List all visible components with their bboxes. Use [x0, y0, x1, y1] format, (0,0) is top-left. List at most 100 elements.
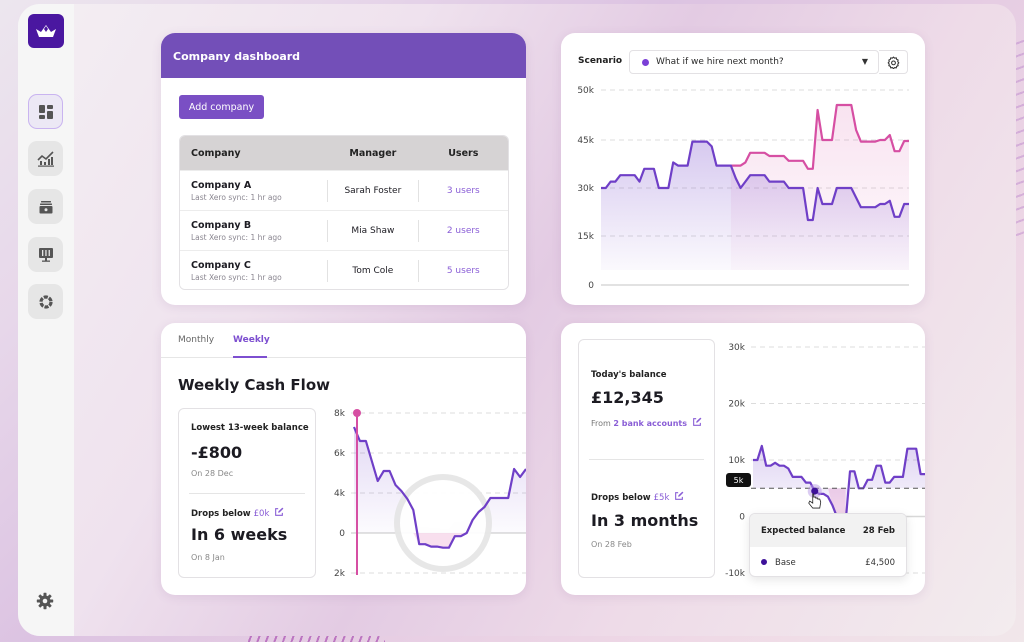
y-tick-label: 2k	[334, 569, 346, 579]
magnifier-lens	[394, 474, 492, 572]
y-tick-label: 20k	[728, 400, 745, 410]
company-name[interactable]: Company C	[191, 259, 251, 271]
y-tick-label: 45k	[577, 136, 594, 146]
bank-accounts-link[interactable]: 2 bank accounts	[613, 419, 688, 428]
manager-name: Sarah Foster	[327, 179, 419, 202]
table-row[interactable]: Company C Last Xero sync: 1 hr ago Tom C…	[180, 250, 508, 289]
today-marker-dot	[353, 409, 361, 417]
weekly-cash-flow-card: Monthly Weekly Weekly Cash Flow Lowest 1…	[161, 323, 526, 595]
sync-status: Last Xero sync: 1 hr ago	[191, 232, 282, 242]
manager-name: Mia Shaw	[327, 219, 419, 242]
tooltip-date: 28 Feb	[862, 525, 895, 536]
drops-below-date: On 8 Jan	[191, 553, 225, 562]
card-title: Company dashboard	[161, 33, 526, 78]
lowest-balance-label: Lowest 13-week balance	[191, 423, 309, 433]
sidebar-item-integrations[interactable]	[28, 284, 63, 319]
edit-icon[interactable]	[692, 417, 702, 427]
balance-stats-box: Today's balance £12,345 From 2 bank acco…	[578, 339, 715, 578]
y-tick-label: 0	[588, 281, 594, 291]
drops-below-text: Drops below	[191, 509, 251, 519]
users-link[interactable]: 3 users	[446, 185, 480, 196]
y-tick-label: 30k	[728, 343, 745, 353]
sidebar-item-monitor[interactable]	[28, 237, 63, 272]
chart-tooltip: Expected balance 28 Feb Base £4,500	[749, 513, 907, 577]
ring-icon	[38, 294, 53, 309]
threshold-link[interactable]: £0k	[253, 509, 270, 519]
balance-area	[753, 445, 925, 523]
y-tick-label: 4k	[334, 489, 346, 499]
company-name[interactable]: Company A	[191, 179, 252, 191]
base-area	[601, 141, 909, 270]
scenario-card: Scenario What if we hire next month? ▼ 5…	[561, 33, 925, 305]
scenario-series-line	[730, 103, 909, 170]
scenario-color-dot	[642, 58, 649, 66]
y-tick-label: 0	[339, 529, 345, 539]
monitor-icon	[38, 247, 53, 262]
gear-icon	[887, 55, 899, 69]
weekly-series-line	[352, 426, 526, 549]
background-decoration-bottom	[245, 632, 385, 642]
add-company-button[interactable]: Add company	[179, 95, 264, 119]
sync-status: Last Xero sync: 1 hr ago	[191, 192, 282, 202]
drops-below-value: In 3 months	[591, 511, 699, 530]
divider	[589, 459, 704, 460]
today-balance-label: Today's balance	[591, 370, 667, 380]
users-link[interactable]: 2 users	[446, 225, 480, 236]
column-header-users[interactable]: Users	[448, 147, 479, 159]
weekly-cash-flow-chart: 8k 6k 4k 0 2k	[334, 409, 526, 579]
manager-name: Tom Cole	[327, 259, 419, 282]
tooltip-title: Expected balance	[761, 525, 846, 536]
scenario-selected-value: What if we hire next month?	[656, 57, 784, 67]
tab-weekly[interactable]: Weekly	[233, 335, 270, 345]
drops-below-text: Drops below	[591, 493, 651, 503]
table-row[interactable]: Company B Last Xero sync: 1 hr ago Mia S…	[180, 210, 508, 250]
tooltip-value: £4,500	[865, 557, 895, 568]
app-logo[interactable]	[28, 14, 64, 48]
section-title: Weekly Cash Flow	[178, 376, 330, 394]
gear-icon	[36, 592, 54, 610]
drops-below-value: In 6 weeks	[191, 525, 288, 544]
from-text: From	[591, 419, 611, 428]
boat-logo-icon	[36, 25, 56, 37]
column-header-company[interactable]: Company	[191, 147, 241, 159]
threshold-link[interactable]: £5k	[653, 493, 670, 503]
table-row[interactable]: Company A Last Xero sync: 1 hr ago Sarah…	[180, 170, 508, 210]
caret-down-icon: ▼	[861, 57, 868, 66]
y-tick-label: 30k	[577, 184, 594, 194]
scenario-select[interactable]: What if we hire next month? ▼	[629, 50, 879, 74]
base-series-line	[601, 140, 909, 222]
y-tick-label: 8k	[334, 409, 346, 419]
drops-below-label: Drops below £5k	[591, 491, 684, 503]
users-link[interactable]: 5 users	[446, 265, 480, 276]
tooltip-series-name: Base	[775, 557, 796, 568]
series-color-dot	[761, 558, 767, 565]
pointer-cursor-icon	[808, 493, 822, 509]
weekly-stats-box: Lowest 13-week balance -£800 On 28 Dec D…	[178, 408, 316, 578]
sidebar-item-archive[interactable]	[28, 189, 63, 224]
sync-status: Last Xero sync: 1 hr ago	[191, 272, 282, 282]
y-tick-label: 10k	[728, 456, 745, 466]
reference-line-badge: 5k	[726, 473, 751, 487]
drops-below-label: Drops below £0k	[191, 507, 284, 519]
y-tick-label: 15k	[577, 232, 594, 242]
edit-icon[interactable]	[674, 491, 684, 501]
view-tabs: Monthly Weekly	[161, 323, 526, 358]
lowest-balance-date: On 28 Dec	[191, 469, 234, 478]
scenario-label: Scenario	[578, 56, 623, 66]
edit-icon[interactable]	[274, 507, 284, 517]
scenario-settings-button[interactable]	[879, 50, 908, 74]
settings-button[interactable]	[34, 590, 56, 612]
sidebar-item-dashboard[interactable]	[28, 94, 63, 129]
sidebar-item-analytics[interactable]	[28, 141, 63, 176]
company-name[interactable]: Company B	[191, 219, 252, 231]
column-header-manager[interactable]: Manager	[349, 147, 397, 159]
y-tick-label: 50k	[577, 86, 594, 96]
divider	[189, 493, 305, 494]
highlight-point	[811, 487, 819, 495]
dashboard-icon	[38, 104, 53, 119]
lowest-balance-value: -£800	[191, 443, 243, 462]
bank-accounts-line: From 2 bank accounts	[591, 417, 702, 428]
active-tab-indicator	[233, 356, 267, 358]
chart-icon	[36, 150, 54, 167]
tab-monthly[interactable]: Monthly	[178, 335, 215, 345]
